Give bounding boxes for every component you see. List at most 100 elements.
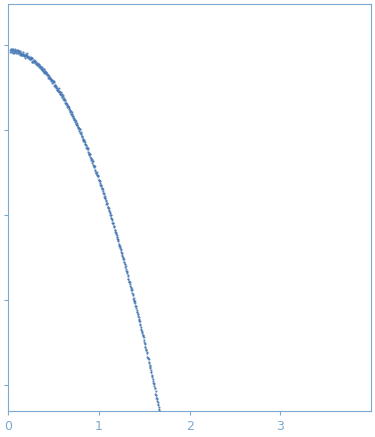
Point <box>53 83 59 90</box>
Point <box>117 243 123 250</box>
Point <box>133 302 139 309</box>
Point <box>120 253 126 260</box>
Point <box>57 88 63 95</box>
Point <box>20 49 26 56</box>
Point <box>28 59 34 66</box>
Point <box>65 103 71 110</box>
Point <box>86 151 92 158</box>
Point <box>98 182 104 189</box>
Point <box>24 50 30 57</box>
Point <box>17 50 23 57</box>
Point <box>81 137 87 144</box>
Point <box>119 251 125 258</box>
Point <box>138 326 144 333</box>
Point <box>30 59 36 66</box>
Point <box>22 52 28 59</box>
Point <box>72 117 78 124</box>
Point <box>140 332 146 339</box>
Point <box>24 54 30 61</box>
Point <box>118 248 124 255</box>
Point <box>41 70 47 77</box>
Point <box>120 252 126 259</box>
Point <box>124 272 130 279</box>
Point <box>12 45 18 52</box>
Point <box>36 63 42 70</box>
Point <box>115 235 121 242</box>
Point <box>158 411 164 418</box>
Point <box>43 69 49 76</box>
Point <box>104 200 110 207</box>
Point <box>93 170 99 177</box>
Point <box>18 51 24 58</box>
Point <box>149 372 155 379</box>
Point <box>92 163 98 170</box>
Point <box>88 156 94 163</box>
Point <box>74 121 80 128</box>
Point <box>46 74 53 81</box>
Point <box>82 141 88 148</box>
Point <box>39 65 45 72</box>
Point <box>145 354 151 361</box>
Point <box>53 83 59 90</box>
Point <box>155 400 161 407</box>
Point <box>13 49 20 56</box>
Point <box>9 45 15 52</box>
Point <box>108 215 114 222</box>
Point <box>96 177 102 184</box>
Point <box>25 53 31 60</box>
Point <box>88 154 94 161</box>
Point <box>141 333 147 340</box>
Point <box>114 235 120 242</box>
Point <box>8 49 14 55</box>
Point <box>126 277 132 284</box>
Point <box>79 132 85 139</box>
Point <box>16 48 22 55</box>
Point <box>51 78 57 85</box>
Point <box>116 236 122 243</box>
Point <box>92 163 98 170</box>
Point <box>90 161 96 168</box>
Point <box>132 300 138 307</box>
Point <box>153 392 159 399</box>
Point <box>104 199 110 206</box>
Point <box>24 53 30 60</box>
Point <box>80 137 86 144</box>
Point <box>16 49 22 56</box>
Point <box>10 48 16 55</box>
Point <box>53 82 58 89</box>
Point <box>28 55 34 62</box>
Point <box>127 278 133 285</box>
Point <box>17 48 23 55</box>
Point <box>40 68 46 75</box>
Point <box>84 145 90 152</box>
Point <box>49 76 55 83</box>
Point <box>156 403 162 410</box>
Point <box>60 92 66 99</box>
Point <box>9 49 15 55</box>
Point <box>45 74 51 81</box>
Point <box>142 344 148 351</box>
Point <box>56 87 62 94</box>
Point <box>81 137 87 144</box>
Point <box>124 269 130 276</box>
Point <box>80 135 86 142</box>
Point <box>20 51 26 58</box>
Point <box>51 82 57 89</box>
Point <box>99 184 105 191</box>
Point <box>135 313 141 320</box>
Point <box>10 47 16 54</box>
Point <box>126 279 132 286</box>
Point <box>135 310 141 317</box>
Point <box>156 405 162 412</box>
Point <box>15 49 21 56</box>
Point <box>85 144 91 151</box>
Point <box>62 100 68 107</box>
Point <box>116 242 122 249</box>
Point <box>84 144 90 151</box>
Point <box>87 151 93 158</box>
Point <box>27 55 33 62</box>
Point <box>112 227 118 234</box>
Point <box>34 61 40 68</box>
Point <box>88 155 94 162</box>
Point <box>117 245 123 252</box>
